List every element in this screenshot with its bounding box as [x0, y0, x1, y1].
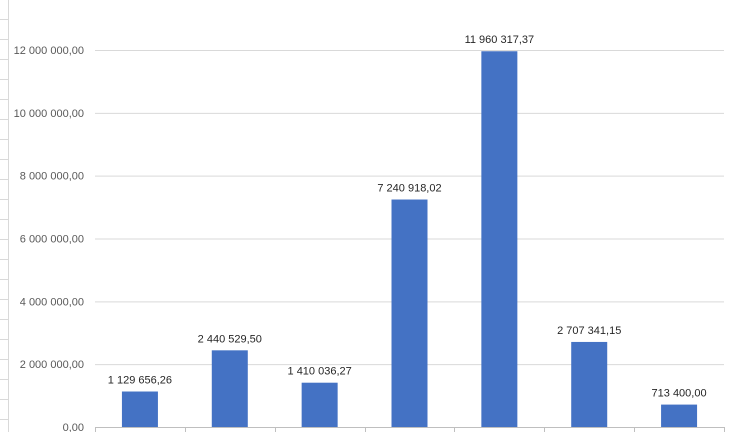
y-tick-label: 6 000 000,00 — [20, 234, 84, 246]
bar — [121, 391, 158, 427]
y-tick-label: 2 000 000,00 — [20, 359, 84, 371]
data-label: 1 410 036,27 — [288, 366, 352, 378]
bar — [661, 404, 698, 427]
data-labels: 1 129 656,26 2 440 529,50 1 410 036,27 7 24… — [108, 34, 707, 399]
bar — [211, 350, 248, 427]
data-label: 2 707 341,15 — [557, 325, 621, 337]
y-tick-label: 8 000 000,00 — [20, 171, 84, 183]
bars — [121, 51, 698, 427]
x-axis — [95, 427, 725, 432]
data-label: 1 129 656,26 — [108, 375, 172, 387]
data-label: 7 240 918,02 — [377, 183, 441, 195]
data-label: 2 440 529,50 — [198, 333, 262, 345]
bar — [481, 51, 518, 427]
y-tick-label: 10 000 000,00 — [14, 108, 84, 120]
spreadsheet-row-gridlines — [0, 0, 9, 432]
y-tick-label: 0,00 — [63, 422, 84, 432]
y-axis-tick-labels: 0,00 2 000 000,00 4 000 000,00 6 000 000,00… — [14, 45, 84, 432]
bar — [571, 341, 608, 427]
bar — [301, 382, 338, 427]
bar — [391, 199, 428, 427]
y-tick-label: 4 000 000,00 — [20, 296, 84, 308]
y-tick-label: 12 000 000,00 — [14, 45, 84, 57]
data-label: 11 960 317,37 — [465, 34, 535, 46]
data-label: 713 400,00 — [652, 388, 707, 400]
